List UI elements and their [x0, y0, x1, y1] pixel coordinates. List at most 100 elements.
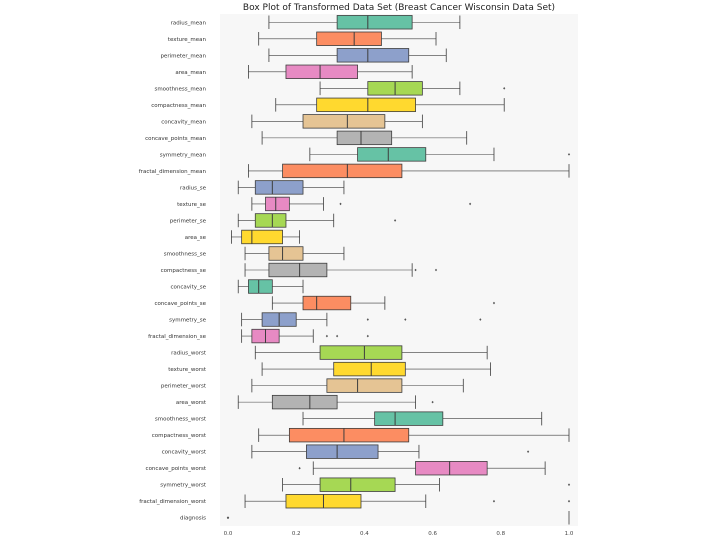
outlier-point — [434, 268, 438, 272]
outlier-point — [503, 87, 506, 90]
iqr-box — [336, 130, 393, 146]
iqr-box — [288, 427, 410, 443]
iqr-box — [374, 411, 444, 426]
iqr-box — [357, 147, 427, 162]
iqr-box — [241, 229, 283, 245]
y-label-concave-points-worst: concave_points_worst — [146, 466, 207, 472]
iqr-box — [254, 213, 287, 228]
outlier-point — [492, 301, 496, 305]
box-concave-points-worst — [298, 461, 546, 476]
x-tick-label: 0.0 — [224, 531, 233, 537]
outlier-point — [567, 153, 571, 156]
box-compactness-mean — [275, 97, 505, 113]
boxes-layer — [226, 15, 571, 525]
y-label-symmetry-mean: symmetry_mean — [160, 152, 207, 158]
y-label-concavity-mean: concavity_mean — [161, 119, 206, 125]
y-label-texture-mean: texture_mean — [168, 37, 207, 43]
y-label-perimeter-se: perimeter_se — [170, 218, 207, 224]
box-fractal-dimension-mean — [248, 163, 570, 179]
outlier-point — [366, 334, 369, 338]
iqr-box — [265, 196, 290, 212]
outlier-point — [469, 202, 472, 206]
outlier-point — [492, 499, 496, 503]
box-texture-mean — [258, 31, 437, 46]
box-concavity-worst — [251, 444, 530, 459]
y-label-compactness-worst: compactness_worst — [152, 433, 207, 439]
iqr-box — [319, 345, 403, 360]
y-label-smoothness-worst: smoothness_worst — [155, 417, 207, 423]
y-label-radius-mean: radius_mean — [171, 20, 207, 26]
y-label-concave-points-mean: concave_points_mean — [145, 136, 206, 142]
iqr-box — [271, 394, 338, 410]
box-concavity-mean — [251, 114, 423, 129]
y-axis-labels: radius_mean texture_mean perimeter_meanare… — [139, 20, 207, 521]
box-perimeter-worst — [251, 378, 464, 393]
y-label-texture-se: texture_se — [177, 202, 206, 208]
outlier-point — [298, 466, 301, 470]
box-concavity-se — [237, 279, 304, 294]
y-label-perimeter-worst: perimeter_worst — [161, 384, 207, 390]
box-area-mean — [248, 64, 413, 79]
y-label-concave-points-se: concave_points_se — [154, 301, 206, 307]
iqr-box — [254, 180, 304, 195]
y-label-fractal-dimension-se: fractal_dimension_se — [148, 334, 207, 340]
x-tick-label: 0.8 — [496, 531, 505, 537]
y-label-smoothness-se: smoothness_se — [164, 251, 207, 257]
box-compactness-worst — [258, 427, 570, 443]
outlier-point — [336, 334, 339, 338]
outlier-point — [226, 516, 230, 519]
outlier-point — [339, 202, 342, 206]
box-symmetry-worst — [282, 477, 571, 492]
y-label-radius-se: radius_se — [180, 185, 207, 191]
iqr-box — [248, 279, 273, 294]
box-smoothness-se — [244, 246, 345, 261]
y-label-diagnosis: diagnosis — [180, 516, 206, 522]
box-concave-points-mean — [261, 130, 468, 146]
box-concave-points-se — [271, 295, 496, 311]
y-label-symmetry-se: symmetry_se — [169, 318, 207, 324]
y-label-area-worst: area_worst — [176, 400, 207, 406]
x-tick-label: 0.4 — [360, 531, 369, 537]
box-radius-worst — [254, 345, 488, 360]
iqr-box — [415, 461, 488, 476]
x-tick-label: 1.0 — [565, 531, 574, 537]
outlier-point — [325, 334, 328, 338]
x-tick-label: 0.6 — [428, 531, 437, 537]
outlier-point — [431, 400, 434, 404]
outlier-point — [366, 318, 369, 321]
outlier-point — [479, 318, 482, 321]
outlier-point — [567, 483, 571, 487]
box-symmetry-se — [241, 312, 482, 327]
box-radius-se — [237, 180, 345, 195]
iqr-box — [316, 31, 382, 46]
iqr-box — [268, 246, 304, 261]
y-label-fractal-dimension-worst: fractal_dimension_worst — [139, 499, 207, 505]
y-label-perimeter-mean: perimeter_mean — [160, 53, 206, 59]
iqr-box — [333, 361, 406, 377]
box-fractal-dimension-worst — [244, 494, 571, 509]
outlier-point — [567, 499, 571, 503]
iqr-box — [316, 97, 416, 113]
y-label-symmetry-worst: symmetry_worst — [160, 483, 207, 489]
iqr-box — [336, 15, 413, 30]
iqr-box — [319, 477, 396, 492]
y-label-concavity-se: concavity_se — [171, 285, 207, 291]
y-label-compactness-se: compactness_se — [161, 268, 207, 274]
y-label-radius-worst: radius_worst — [171, 351, 207, 357]
outlier-point — [414, 268, 417, 272]
box-fractal-dimension-se — [241, 328, 369, 344]
box-area-se — [231, 229, 301, 245]
y-label-concavity-worst: concavity_worst — [162, 450, 207, 456]
iqr-box — [285, 64, 358, 79]
iqr-box — [326, 378, 403, 393]
y-label-area-mean: area_mean — [175, 70, 206, 76]
x-tick-label: 0.2 — [292, 531, 301, 537]
iqr-box — [306, 444, 379, 459]
iqr-box — [268, 262, 328, 278]
box-symmetry-mean — [309, 147, 571, 162]
outlier-point — [526, 450, 530, 453]
box-diagnosis — [226, 510, 570, 525]
box-texture-se — [251, 196, 472, 212]
